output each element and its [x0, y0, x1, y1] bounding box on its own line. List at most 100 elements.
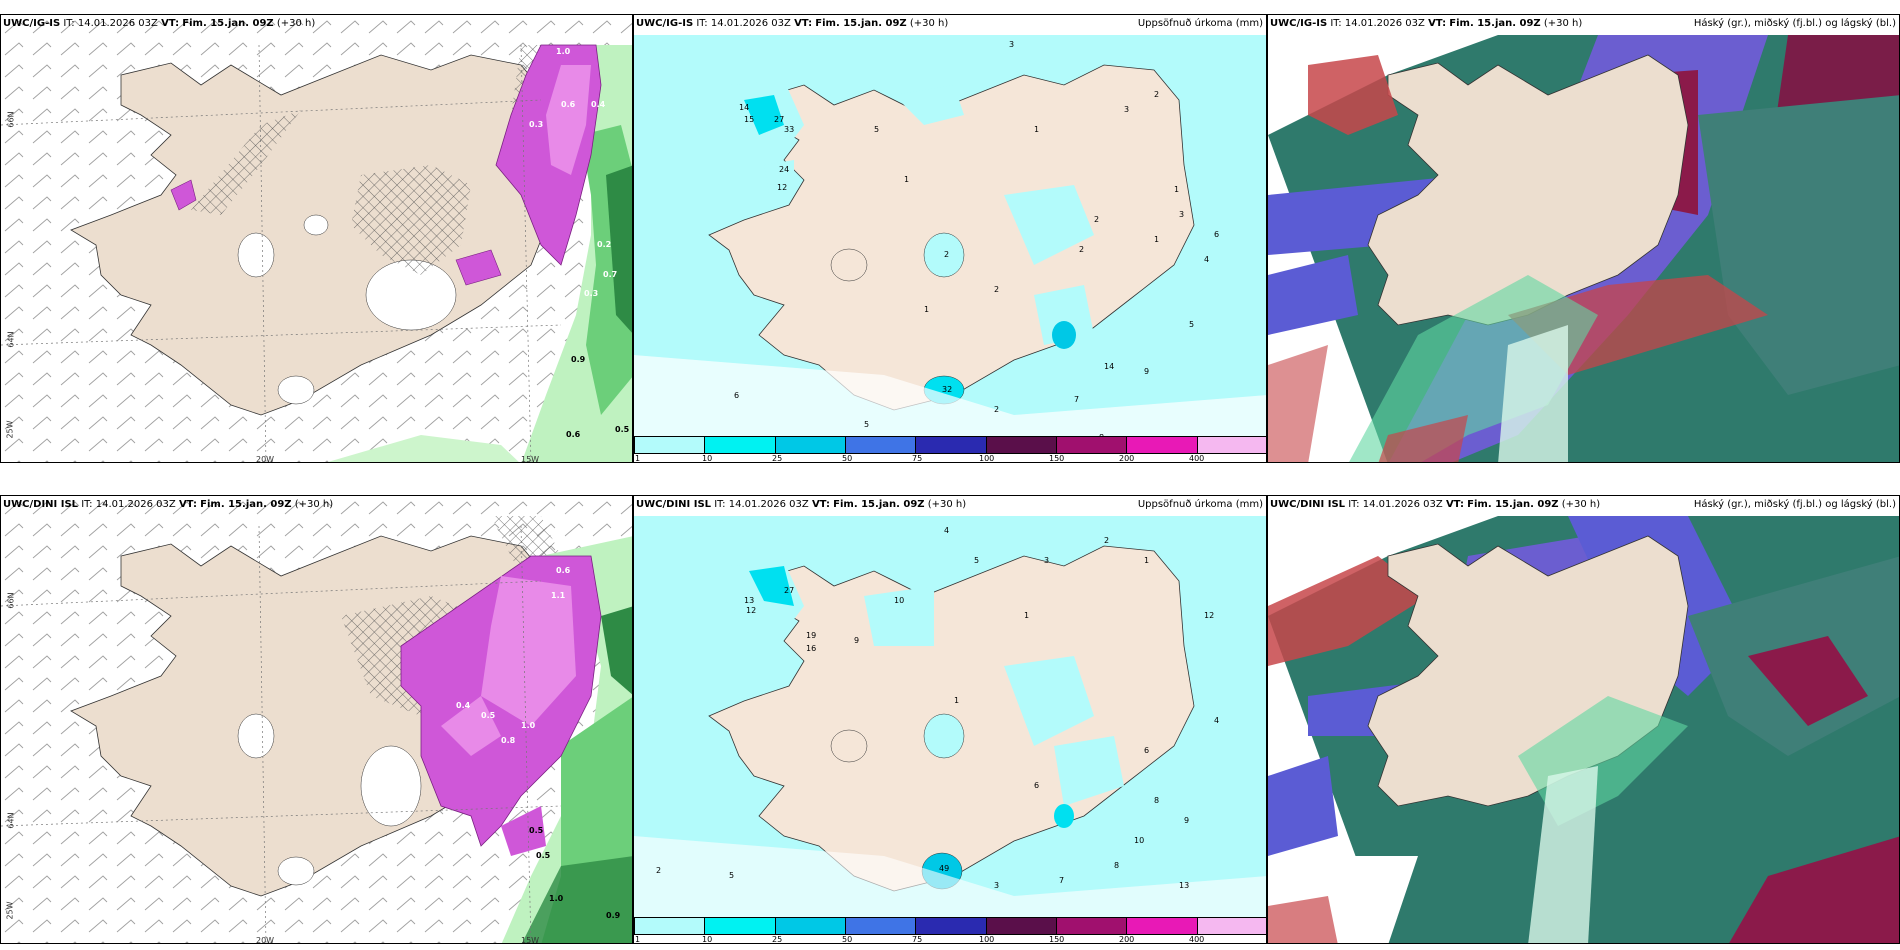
precip-value: 13: [1179, 881, 1190, 890]
colorbar-segment: [986, 918, 1057, 934]
precip-value: 1: [1154, 235, 1160, 244]
lon-label-15w: 15W: [521, 455, 540, 463]
precip-value: 3: [1044, 556, 1050, 565]
panel-top-precip: UWC/IG-IS IT: 14.01.2026 03Z VT: Fim. 15…: [633, 14, 1267, 463]
model-name: UWC/IG-IS: [3, 18, 61, 29]
precip-value: 4: [1214, 716, 1220, 725]
colorbar-segment: [705, 918, 776, 934]
precip-value: 8: [1154, 796, 1160, 805]
colorbar: [634, 436, 1266, 454]
colorbar-segment: [916, 918, 987, 934]
precip-value: 24: [779, 165, 790, 174]
precip-value: 12: [777, 183, 788, 192]
model-name: UWC/IG-IS: [1270, 18, 1328, 29]
colorbar-segment: [1127, 918, 1198, 934]
precip-value: 32: [942, 385, 953, 394]
precip-value: 5: [864, 420, 870, 429]
panel-top-wind: UWC/IG-IS IT: 14.01.2026 03Z VT: Fim. 15…: [0, 14, 633, 463]
precip-value: 8: [1114, 861, 1120, 870]
colorbar-segment: [986, 437, 1057, 453]
lat-label-66n: 66N: [6, 592, 16, 609]
colorbar-segment: [775, 437, 846, 453]
precip-map: [634, 516, 1266, 931]
wind-value: 0.9: [606, 911, 621, 920]
lat-label-25w: 25W: [5, 420, 15, 439]
colorbar-label: 10: [702, 454, 713, 463]
wind-map: [1, 15, 632, 462]
precip-value: 3: [994, 881, 1000, 890]
wind-value: 0.5: [529, 826, 544, 835]
precip-value: 1: [1024, 611, 1030, 620]
model-name: UWC/DINI ISL: [1270, 499, 1346, 510]
wind-value: 0.5: [536, 851, 551, 860]
precip-value: 3: [1124, 105, 1130, 114]
precip-value: 6: [734, 391, 740, 400]
wind-value: 0.4: [456, 701, 471, 710]
model-name: UWC/DINI ISL: [3, 499, 79, 510]
model-name: UWC/DINI ISL: [636, 499, 712, 510]
colorbar-label: 150: [1049, 454, 1065, 463]
precip-value: 6: [1214, 230, 1220, 239]
precip-value: 12: [746, 606, 757, 615]
precip-value: 12: [1204, 611, 1215, 620]
panel-header: UWC/IG-IS IT: 14.01.2026 03Z VT: Fim. 15…: [636, 18, 949, 29]
cloud-map: [1268, 516, 1899, 943]
colorbar-segment: [775, 918, 846, 934]
colorbar-segment: [635, 437, 706, 453]
wind-value: 0.9: [571, 355, 586, 364]
precip-value: 5: [874, 125, 880, 134]
colorbar-label: 25: [772, 454, 783, 463]
colorbar-segment: [635, 918, 706, 934]
lat-label-64n: 64N: [6, 812, 16, 829]
colorbar-label: 200: [1119, 454, 1135, 463]
wind-value: 0.3: [529, 120, 544, 129]
lat-label-25w: 25W: [5, 901, 15, 920]
precip-value: 5: [974, 556, 980, 565]
precip-value: 27: [774, 115, 785, 124]
precip-value: 3: [1179, 210, 1185, 219]
lon-label-20w: 20W: [256, 936, 275, 944]
wind-value: 1.0: [521, 721, 536, 730]
precip-value: 1: [1144, 556, 1150, 565]
precip-value: 1: [1174, 185, 1180, 194]
precip-value: 5: [729, 871, 735, 880]
colorbar-label: 10: [702, 935, 713, 944]
wind-value: 0.4: [591, 100, 606, 109]
precip-value: 2: [1079, 245, 1085, 254]
colorbar-segment: [1056, 437, 1128, 453]
colorbar-label: 400: [1189, 454, 1205, 463]
wind-map: [1, 496, 632, 943]
precip-value: 10: [894, 596, 905, 605]
precip-map: [634, 35, 1266, 450]
colorbar: [634, 917, 1266, 935]
wind-value: 0.8: [501, 736, 516, 745]
panel-header: UWC/DINI ISL IT: 14.01.2026 03Z VT: Fim.…: [3, 499, 334, 510]
colorbar-label: 50: [842, 935, 853, 944]
panel-title: Háský (gr.), miðský (fj.bl.) og lágský (…: [1693, 499, 1896, 510]
precip-value: 3: [1009, 40, 1015, 49]
precip-value: 15: [744, 115, 755, 124]
precip-value: 27: [784, 586, 795, 595]
wind-value: 1.0: [556, 47, 571, 56]
panel-title: Háský (gr.), miðský (fj.bl.) og lágský (…: [1693, 18, 1896, 29]
panel-header: UWC/DINI ISL IT: 14.01.2026 03Z VT: Fim.…: [1270, 499, 1601, 510]
wind-value: 0.6: [561, 100, 576, 109]
panel-header: UWC/IG-IS IT: 14.01.2026 03Z VT: Fim. 15…: [3, 18, 316, 29]
colorbar-label: 100: [979, 454, 995, 463]
colorbar-label: 50: [842, 454, 853, 463]
wind-value: 0.3: [584, 289, 599, 298]
panel-header: UWC/IG-IS IT: 14.01.2026 03Z VT: Fim. 15…: [1270, 18, 1583, 29]
precip-value: 5: [1189, 320, 1195, 329]
colorbar-label: 400: [1189, 935, 1205, 944]
colorbar-segment: [705, 437, 776, 453]
precip-value: 2: [1104, 536, 1110, 545]
precip-value: 1: [904, 175, 910, 184]
lon-label-15w: 15W: [521, 936, 540, 944]
precip-value: 4: [944, 526, 950, 535]
wind-value: 1.1: [551, 591, 566, 600]
precip-value: 9: [1184, 816, 1190, 825]
precip-value: 1: [954, 696, 960, 705]
precip-value: 2: [1154, 90, 1160, 99]
precip-value: 2: [994, 285, 1000, 294]
lat-label-64n: 64N: [6, 331, 16, 348]
